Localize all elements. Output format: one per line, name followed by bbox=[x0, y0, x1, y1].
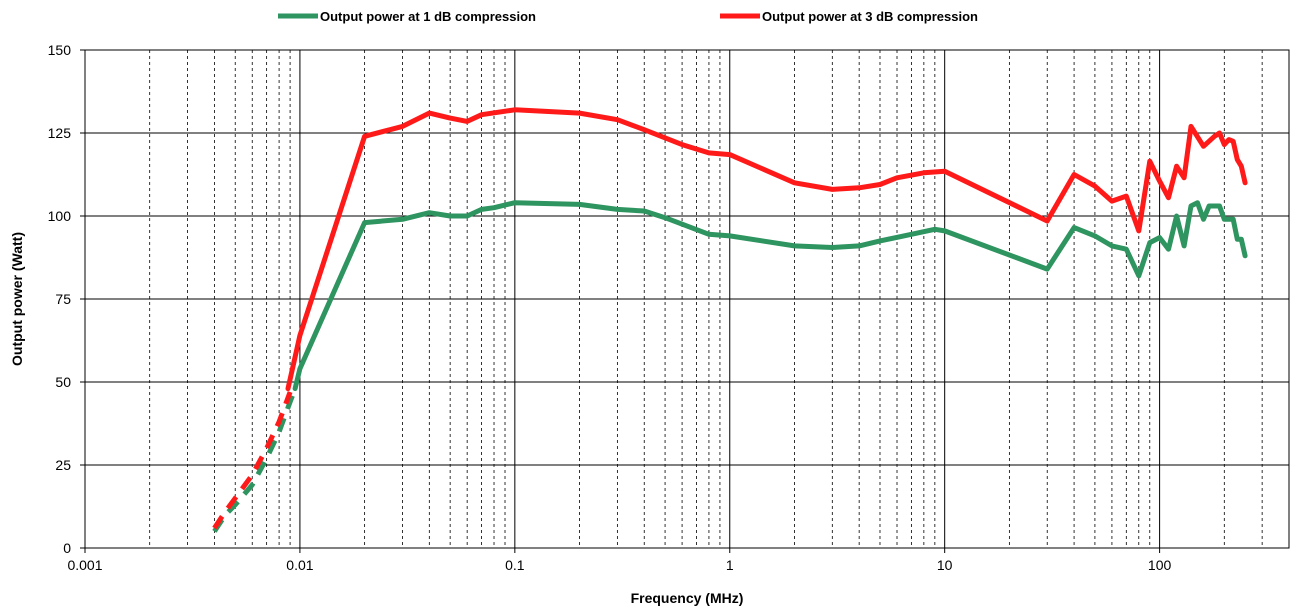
y-tick-label: 50 bbox=[55, 374, 71, 390]
axis-labels: 0.001 0.01 0.1 1 10 100 0 25 50 75 100 125 150 bbox=[48, 42, 1172, 573]
x-tick-label: 0.001 bbox=[67, 557, 102, 573]
grid bbox=[84, 49, 1289, 549]
x-axis-title: Frequency (MHz) bbox=[631, 590, 744, 606]
x-tick-label: 100 bbox=[1148, 557, 1172, 573]
legend: Output power at 1 dB compression Output … bbox=[278, 9, 978, 24]
series-line-3db bbox=[285, 107, 1248, 392]
y-tick-label: 125 bbox=[48, 125, 72, 141]
legend-label-1db: Output power at 1 dB compression bbox=[320, 9, 536, 24]
series-line-1db bbox=[292, 200, 1248, 392]
y-axis-title: Output power (Watt) bbox=[9, 232, 25, 366]
series-group bbox=[212, 107, 1248, 533]
x-tick-label: 1 bbox=[726, 557, 734, 573]
y-tick-label: 75 bbox=[55, 291, 71, 307]
y-tick-label: 150 bbox=[48, 42, 72, 58]
series-line-1db-extrapolated bbox=[212, 387, 298, 533]
series-line-3db-extrapolated bbox=[212, 391, 293, 530]
x-tick-label: 10 bbox=[937, 557, 953, 573]
x-tick-label: 0.1 bbox=[505, 557, 525, 573]
x-tick-label: 0.01 bbox=[286, 557, 313, 573]
y-tick-label: 100 bbox=[48, 208, 72, 224]
legend-label-3db: Output power at 3 dB compression bbox=[762, 9, 978, 24]
y-tick-label: 0 bbox=[63, 540, 71, 556]
y-tick-label: 25 bbox=[55, 457, 71, 473]
